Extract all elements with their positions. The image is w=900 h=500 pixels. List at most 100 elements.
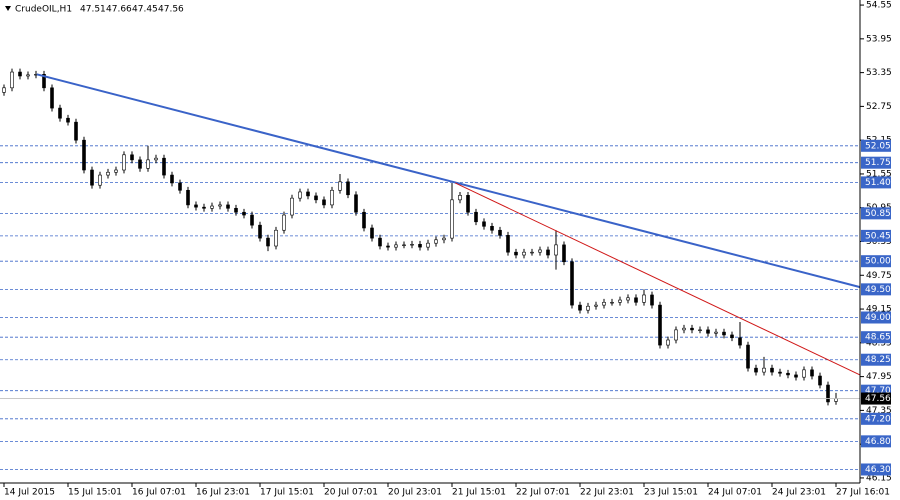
candle-body — [674, 329, 678, 341]
candle-body — [762, 367, 766, 373]
candle-body — [210, 205, 214, 209]
candle-body — [834, 398, 838, 402]
level-label-box — [861, 176, 891, 189]
level-label: 48.25 — [865, 355, 891, 365]
current-price-box — [861, 392, 891, 405]
level-label-box — [861, 331, 891, 344]
header-icon — [5, 6, 11, 11]
candle-body — [98, 174, 102, 186]
level-label: 47.20 — [865, 414, 891, 424]
candle-body — [50, 87, 54, 109]
candle-body — [74, 121, 78, 141]
candle-body — [722, 331, 726, 336]
candle-body — [706, 329, 710, 334]
trend-line — [454, 182, 861, 376]
candle-body — [490, 226, 494, 231]
y-tick-label: 50.35 — [866, 237, 892, 247]
candle-body — [10, 71, 14, 89]
candle-body — [82, 139, 86, 171]
x-tick-label: 14 Jul 2015 — [4, 488, 55, 498]
y-tick-label: 47.35 — [866, 406, 892, 416]
candle-body — [146, 159, 150, 169]
candle-body — [178, 182, 182, 191]
candle-body — [474, 211, 478, 223]
candle-body — [426, 242, 430, 248]
candle-body — [306, 191, 310, 197]
candle-body — [290, 197, 294, 216]
level-label-box — [861, 412, 891, 425]
candle-body — [458, 195, 462, 201]
x-tick-label: 20 Jul 23:01 — [388, 488, 442, 498]
header-close: 47.56 — [158, 5, 184, 15]
candle-body — [682, 327, 686, 331]
trendlines — [36, 73, 861, 376]
candle-body — [250, 214, 254, 226]
candle-body — [618, 299, 622, 303]
level-label: 52.05 — [865, 141, 891, 151]
candle-body — [650, 294, 654, 306]
x-tick-label: 17 Jul 15:01 — [260, 488, 314, 498]
candle-body — [386, 245, 390, 248]
candle-body — [18, 71, 22, 77]
y-tick-label: 53.35 — [866, 68, 892, 78]
candle-body — [522, 251, 526, 256]
y-tick-label: 54.55 — [866, 1, 892, 11]
header: CrudeOIL,H1 47.51 47.66 47.45 47.56 — [5, 5, 184, 15]
header-low: 47.45 — [132, 5, 158, 15]
x-tick-label: 24 Jul 23:01 — [772, 488, 826, 498]
candle-body — [402, 244, 406, 246]
candle-body — [826, 384, 830, 403]
candle-body — [698, 329, 702, 331]
candle-body — [786, 372, 790, 376]
candles — [0, 68, 860, 406]
x-tick-label: 16 Jul 23:01 — [196, 488, 250, 498]
y-tick-label: 53.95 — [866, 34, 892, 44]
candle-body — [794, 374, 798, 378]
level-label-box — [861, 139, 891, 152]
level-label-box — [861, 311, 891, 324]
candle-body — [442, 237, 446, 241]
candle-body — [26, 74, 30, 77]
header-high: 47.66 — [106, 5, 132, 15]
level-label-box — [861, 283, 891, 296]
candle-body — [2, 87, 6, 93]
candle-body — [258, 224, 262, 239]
x-tick-label: 21 Jul 15:01 — [452, 488, 506, 498]
level-label: 49.50 — [865, 285, 891, 295]
candle-body — [122, 154, 126, 171]
candle-body — [690, 327, 694, 331]
candle-body — [466, 195, 470, 213]
level-label: 50.85 — [865, 209, 891, 219]
y-tick-label: 46.15 — [866, 473, 892, 483]
candle-body — [714, 331, 718, 334]
x-tick-label: 16 Jul 07:01 — [132, 488, 186, 498]
candle-body — [170, 174, 174, 184]
candle-body — [610, 301, 614, 304]
level-label-box — [861, 229, 891, 242]
candle-body — [666, 339, 670, 346]
candle-body — [570, 261, 574, 306]
candle-body — [274, 229, 278, 247]
candle-body — [482, 221, 486, 227]
symbol-title: CrudeOIL,H1 — [15, 5, 72, 15]
candle-body — [802, 369, 806, 378]
candle-body — [602, 301, 606, 306]
candle-body — [138, 159, 142, 169]
levels — [0, 145, 860, 470]
candle-body — [578, 304, 582, 311]
level-label: 46.80 — [865, 437, 891, 447]
candle-body — [314, 195, 318, 201]
candle-body — [634, 297, 638, 303]
candle-body — [370, 227, 374, 239]
candle-body — [322, 199, 326, 206]
level-label: 50.45 — [865, 231, 891, 241]
header-open: 47.51 — [80, 5, 106, 15]
candle-body — [418, 244, 422, 248]
candle-body — [746, 344, 750, 369]
x-tick-label: 22 Jul 07:01 — [516, 488, 570, 498]
trend-line — [36, 73, 861, 289]
level-label-box — [861, 463, 891, 476]
x-tick-label: 22 Jul 23:01 — [580, 488, 634, 498]
